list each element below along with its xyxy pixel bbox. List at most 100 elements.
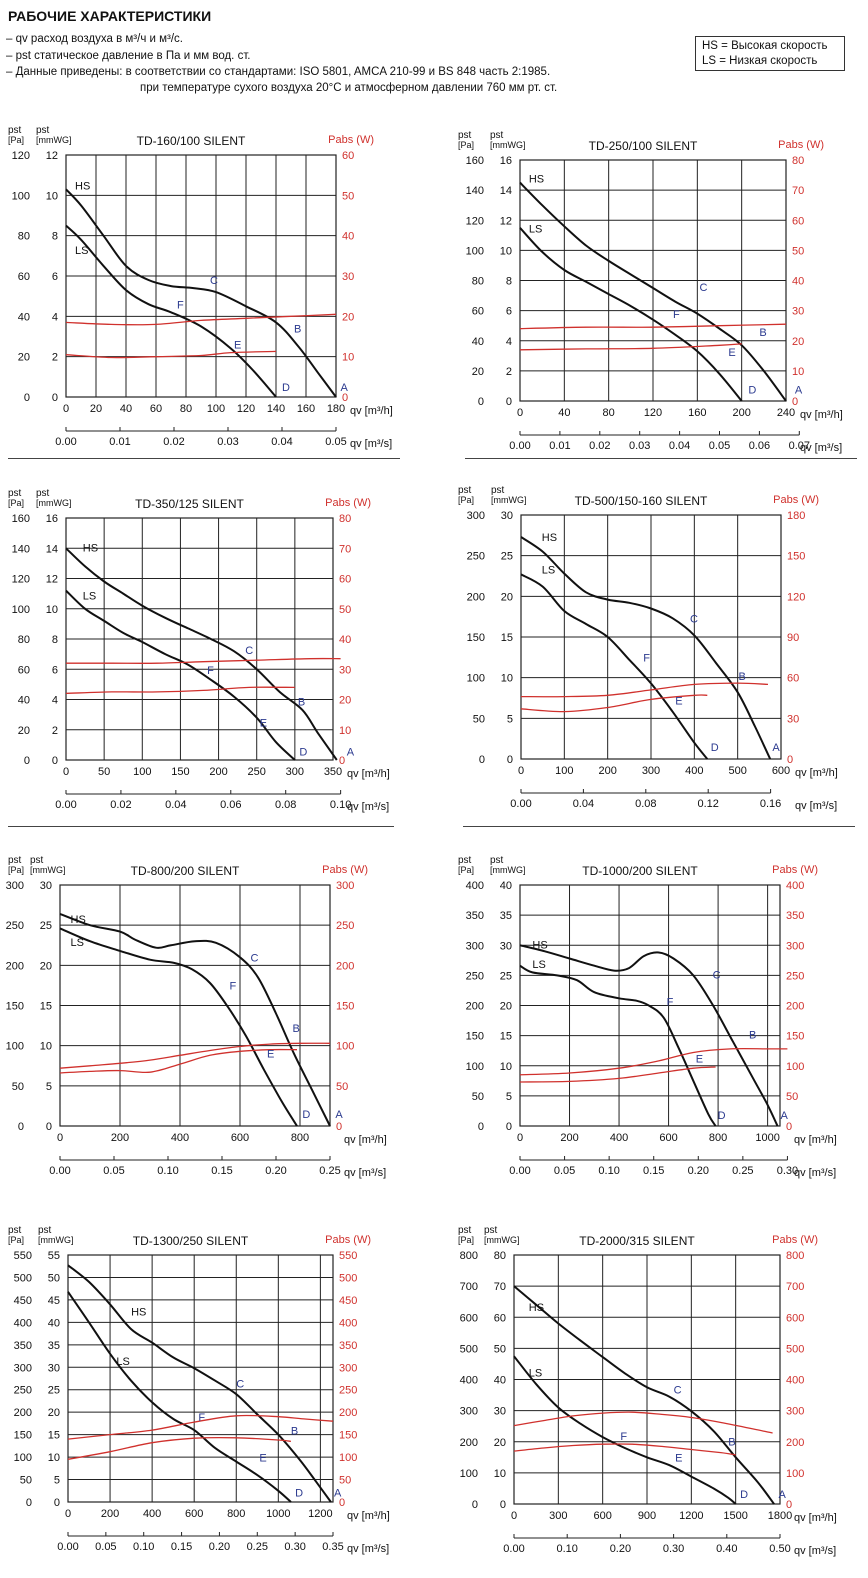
operating-point-label: D bbox=[282, 382, 290, 394]
y-tick-label-mm: 20 bbox=[501, 591, 513, 603]
y-axis-unit-pa: [Pa] bbox=[458, 140, 474, 150]
operating-point-label: E bbox=[260, 718, 267, 730]
x-tick-label: 500 bbox=[728, 765, 746, 777]
x-tick-label: 600 bbox=[185, 1508, 203, 1520]
operating-point-label: C bbox=[690, 613, 698, 625]
y2-tick-label: 90 bbox=[787, 632, 799, 644]
x2-tick-label: 0.01 bbox=[549, 440, 570, 452]
operating-point-label: A bbox=[347, 746, 355, 758]
y-axis-unit-mm: [mmWG] bbox=[491, 495, 527, 505]
y-tick-label-mm: 5 bbox=[54, 1475, 60, 1487]
x-tick-label: 0 bbox=[511, 1510, 517, 1522]
x2-tick-label: 0.04 bbox=[573, 798, 594, 810]
y-tick-label-pa: 350 bbox=[466, 910, 484, 922]
y-tick-label-pa: 40 bbox=[472, 336, 484, 348]
y2-tick-label: 250 bbox=[786, 970, 804, 982]
y-tick-label-pa: 140 bbox=[12, 543, 30, 555]
series-label: HS bbox=[75, 180, 90, 192]
y-tick-label-pa: 40 bbox=[18, 695, 30, 707]
x-tick-label: 100 bbox=[133, 766, 151, 778]
y-tick-label-pa: 50 bbox=[12, 1081, 24, 1093]
y-tick-label-mm: 6 bbox=[52, 271, 58, 283]
y2-tick-label: 400 bbox=[339, 1317, 357, 1329]
y2-tick-label: 600 bbox=[786, 1312, 804, 1324]
pressure-curve-ls bbox=[520, 573, 709, 760]
y-tick-label-pa: 200 bbox=[460, 1437, 478, 1449]
y-axis-title-pa: pst bbox=[458, 855, 472, 866]
x2-tick-label: 0.04 bbox=[669, 440, 690, 452]
y2-tick-label: 50 bbox=[339, 604, 351, 616]
x-tick-label: 200 bbox=[111, 1132, 129, 1144]
x-tick-label: 120 bbox=[644, 407, 662, 419]
y-tick-label-pa: 0 bbox=[472, 1499, 478, 1511]
x2-tick-label: 0.35 bbox=[322, 1541, 343, 1553]
y2-tick-label: 20 bbox=[792, 336, 804, 348]
y-tick-label-pa: 60 bbox=[18, 664, 30, 676]
y-axis-title-mm: pst bbox=[30, 855, 44, 866]
operating-point-label: C bbox=[210, 275, 218, 287]
y2-axis-title: Pabs (W) bbox=[772, 1234, 818, 1246]
y-tick-label-pa: 150 bbox=[6, 1001, 24, 1013]
x-tick-label: 40 bbox=[558, 407, 570, 419]
x-tick-label: 0 bbox=[63, 403, 69, 415]
y2-tick-label: 50 bbox=[336, 1081, 348, 1093]
x2-axis-title: qv [m³/s] bbox=[344, 1167, 386, 1179]
x2-tick-label: 0.30 bbox=[663, 1543, 684, 1555]
y2-tick-label: 70 bbox=[339, 543, 351, 555]
y-axis-unit-mm: [mmWG] bbox=[490, 140, 526, 150]
y-tick-label-mm: 25 bbox=[500, 970, 512, 982]
x-tick-label: 1800 bbox=[768, 1510, 792, 1522]
y2-tick-label: 250 bbox=[336, 920, 354, 932]
series-label: LS bbox=[71, 937, 84, 949]
x2-axis-title: qv [m³/s] bbox=[795, 800, 837, 812]
x-tick-label: 1000 bbox=[755, 1132, 779, 1144]
y2-tick-label: 150 bbox=[336, 1001, 354, 1013]
x-tick-label: 1200 bbox=[679, 1510, 703, 1522]
y-tick-label-pa: 400 bbox=[466, 880, 484, 892]
operating-point-label: C bbox=[245, 645, 253, 657]
y2-tick-label: 100 bbox=[786, 1468, 804, 1480]
y-axis-unit-pa: [Pa] bbox=[458, 865, 474, 875]
pressure-curve-hs bbox=[67, 1264, 332, 1503]
y-tick-label-pa: 400 bbox=[14, 1317, 32, 1329]
y-tick-label-pa: 100 bbox=[14, 1452, 32, 1464]
operating-point-label: D bbox=[740, 1489, 748, 1501]
y-tick-label-mm: 55 bbox=[48, 1250, 60, 1262]
operating-point-label: D bbox=[302, 1109, 310, 1121]
x2-tick-label: 0.10 bbox=[157, 1165, 178, 1177]
operating-point-label: D bbox=[718, 1110, 726, 1122]
y-tick-label-mm: 8 bbox=[52, 231, 58, 243]
note-flow: – qv расход воздуха в м³/ч и м³/с. bbox=[6, 33, 183, 45]
chart-title: TD-1300/250 SILENT bbox=[133, 1234, 249, 1248]
divider bbox=[8, 826, 394, 827]
y-tick-label-pa: 50 bbox=[473, 713, 485, 725]
chart-title: TD-350/125 SILENT bbox=[135, 497, 244, 511]
x2-tick-label: 0.03 bbox=[217, 436, 238, 448]
y-axis-unit-mm: [mmWG] bbox=[36, 135, 72, 145]
y-tick-label-mm: 6 bbox=[506, 306, 512, 318]
x2-tick-label: 0.25 bbox=[247, 1541, 268, 1553]
y2-tick-label: 40 bbox=[792, 276, 804, 288]
x-tick-label: 100 bbox=[207, 403, 225, 415]
y-axis-title-pa: pst bbox=[458, 130, 472, 141]
note-conditions: при температуре сухого воздуха 20°С и ат… bbox=[140, 82, 558, 94]
y-tick-label-mm: 0 bbox=[52, 755, 58, 767]
x2-tick-label: 0.00 bbox=[509, 1165, 530, 1177]
speed-legend: HS = Высокая скорость LS = Низкая скорос… bbox=[695, 36, 845, 71]
y2-tick-label: 60 bbox=[787, 673, 799, 685]
y2-tick-label: 300 bbox=[786, 940, 804, 952]
operating-point-label: A bbox=[779, 1489, 787, 1501]
x2-tick-label: 0.00 bbox=[55, 799, 76, 811]
y2-tick-label: 800 bbox=[786, 1250, 804, 1262]
x-axis-title: qv [m³/h] bbox=[344, 1134, 387, 1146]
chart-title: TD-250/100 SILENT bbox=[589, 139, 698, 153]
page-header: РАБОЧИЕ ХАРАКТЕРИСТИКИ – qv расход возду… bbox=[0, 0, 868, 105]
operating-point-label: D bbox=[295, 1488, 303, 1500]
x-tick-label: 0 bbox=[518, 765, 524, 777]
y-tick-label-mm: 2 bbox=[52, 352, 58, 364]
operating-point-label: B bbox=[749, 1030, 756, 1042]
x-tick-label: 800 bbox=[291, 1132, 309, 1144]
x-tick-label: 40 bbox=[120, 403, 132, 415]
operating-point-label: C bbox=[700, 282, 708, 294]
y-tick-label-mm: 20 bbox=[494, 1437, 506, 1449]
